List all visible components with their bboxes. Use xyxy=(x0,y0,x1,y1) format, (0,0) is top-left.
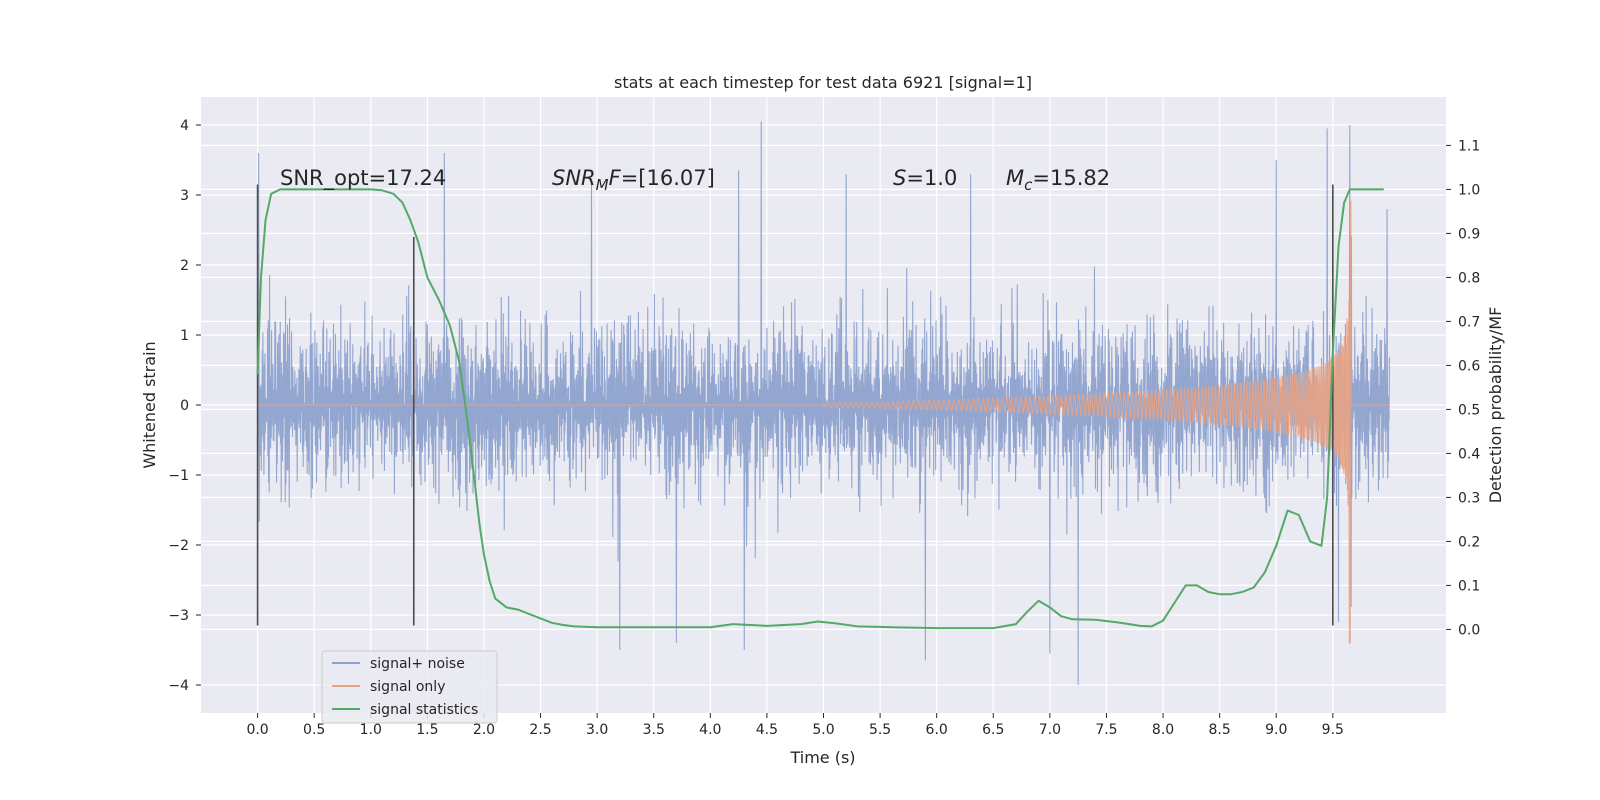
x-tick-label: 8.0 xyxy=(1152,722,1174,738)
signal-trace xyxy=(257,200,1390,644)
annotation-mc-symbol: M xyxy=(1006,166,1024,190)
x-tick-label: 5.0 xyxy=(812,722,834,738)
right-y-tick-label: 0.9 xyxy=(1458,226,1480,242)
left-y-tick-label: 1 xyxy=(180,328,189,344)
left-y-tick-label: −4 xyxy=(168,678,189,694)
annotation-mc-subscript: c xyxy=(1024,176,1033,194)
x-tick-label: 2.0 xyxy=(473,722,495,738)
x-tick-label: 4.0 xyxy=(699,722,721,738)
legend-label-noise: signal+ noise xyxy=(370,656,465,672)
right-y-tick-label: 0.8 xyxy=(1458,270,1480,286)
right-y-tick-label: 0.7 xyxy=(1458,314,1480,330)
x-axis-label: Time (s) xyxy=(789,748,855,767)
x-tick-label: 7.5 xyxy=(1095,722,1117,738)
annotation-s: S=1.0 xyxy=(893,166,957,190)
right-y-tick-label: 1.0 xyxy=(1458,182,1480,198)
right-y-tick-label: 0.2 xyxy=(1458,534,1480,550)
left-y-tick-label: 2 xyxy=(180,258,189,274)
right-y-tick-label: 0.4 xyxy=(1458,446,1480,462)
x-tick-label: 4.5 xyxy=(756,722,778,738)
left-y-tick-label: 3 xyxy=(180,188,189,204)
legend-label-statistics: signal statistics xyxy=(370,702,478,718)
x-tick-label: 9.5 xyxy=(1322,722,1344,738)
x-tick-label: 7.0 xyxy=(1039,722,1061,738)
annotation-s-symbol: S xyxy=(893,166,906,190)
x-tick-label: 1.0 xyxy=(360,722,382,738)
legend-box xyxy=(321,650,498,724)
right-y-tick-label: 0.5 xyxy=(1458,402,1480,418)
x-tick-label: 3.5 xyxy=(643,722,665,738)
x-tick-label: 9.0 xyxy=(1265,722,1287,738)
annotation-s-value: =1.0 xyxy=(906,166,957,190)
signal-series xyxy=(257,200,1390,644)
x-tick-label: 6.0 xyxy=(926,722,948,738)
left-y-tick-label: 4 xyxy=(180,118,189,134)
left-y-tick-label: 0 xyxy=(180,398,189,414)
annotation-snr-mf-f: F xyxy=(609,166,622,190)
annotation-snr-mf-symbol: SNR xyxy=(552,166,596,190)
right-y-tick-label: 1.1 xyxy=(1458,138,1480,154)
annotation-mc-value: =15.82 xyxy=(1032,166,1110,190)
x-tick-label: 3.0 xyxy=(586,722,608,738)
annotation-mc: Mc=15.82 xyxy=(1006,166,1110,194)
annotation-snr-mf-subscript: M xyxy=(596,176,609,194)
statistics-line xyxy=(256,188,1384,630)
x-tick-label: 1.5 xyxy=(416,722,438,738)
right-y-axis-ticks: 1.1 1.0 0.9 0.8 0.7 0.6 0.5 0.4 0.3 0.2 0.1 0.0 xyxy=(1446,138,1480,638)
annotation-snr-mf: SNRMF=[16.07] xyxy=(552,166,715,194)
legend: signal+ noise signal only signal statist… xyxy=(321,650,498,724)
right-y-tick-label: 0.1 xyxy=(1458,578,1480,594)
left-y-axis-label: Whitened strain xyxy=(140,341,159,468)
statistics-series xyxy=(256,188,1384,630)
x-tick-label: 6.5 xyxy=(982,722,1004,738)
x-tick-label: 2.5 xyxy=(529,722,551,738)
left-y-tick-label: −3 xyxy=(168,608,189,624)
x-tick-label: 5.5 xyxy=(869,722,891,738)
right-y-axis-label: Detection probability/MF xyxy=(1486,307,1505,504)
annotation-snr-mf-value: =[16.07] xyxy=(621,166,715,190)
right-y-tick-label: 0.3 xyxy=(1458,490,1480,506)
x-axis-ticks: 0.0 0.5 1.0 1.5 2.0 2.5 3.0 3.5 4.0 4.5 5.0 5.5 6.0 6… xyxy=(246,713,1344,738)
annotation-snr-opt: SNR_opt=17.24 xyxy=(280,166,446,191)
left-y-axis-ticks: 4 3 2 1 0 −1 −2 −3 −4 xyxy=(168,118,201,694)
chart-title: stats at each timestep for test data 692… xyxy=(614,73,1032,92)
right-y-tick-label: 0.0 xyxy=(1458,622,1480,638)
left-y-tick-label: −1 xyxy=(168,468,189,484)
x-tick-label: 0.0 xyxy=(246,722,268,738)
right-y-tick-label: 0.6 xyxy=(1458,358,1480,374)
left-y-tick-label: −2 xyxy=(168,538,189,554)
x-tick-label: 8.5 xyxy=(1209,722,1231,738)
event-markers xyxy=(256,184,1334,626)
x-tick-label: 0.5 xyxy=(303,722,325,738)
legend-label-signal: signal only xyxy=(370,679,445,695)
